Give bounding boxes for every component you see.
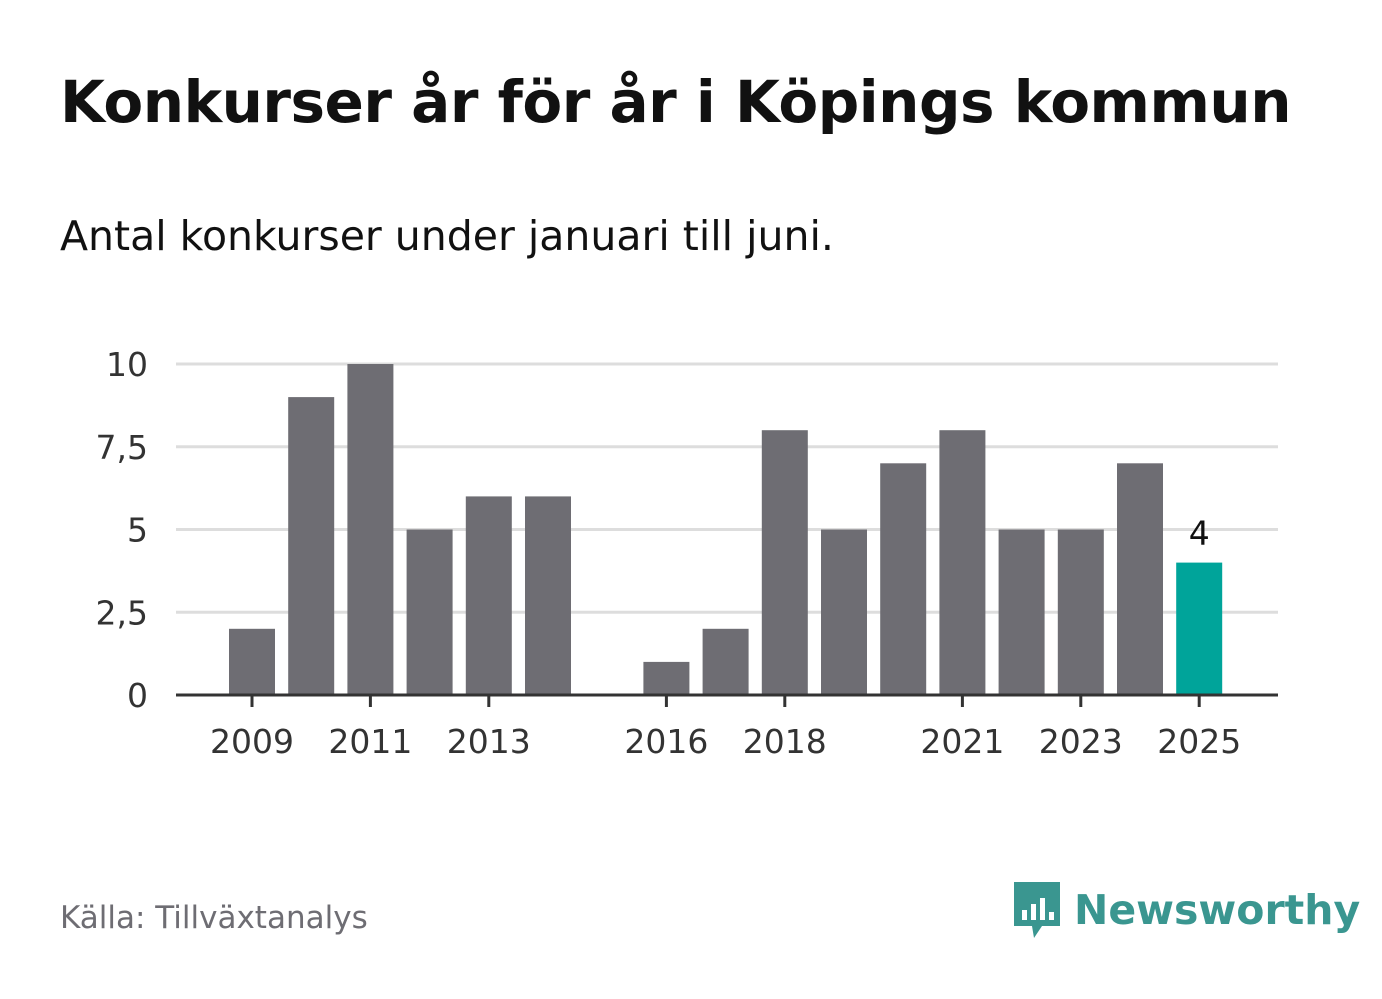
x-tick-label: 2023 xyxy=(1039,722,1123,761)
x-tick-label: 2016 xyxy=(624,722,708,761)
y-tick-label: 7,5 xyxy=(96,428,148,467)
y-tick-label: 0 xyxy=(127,676,148,715)
bar-2019 xyxy=(821,529,867,695)
data-label: 4 xyxy=(1189,514,1210,553)
x-tick-label: 2011 xyxy=(328,722,412,761)
x-tick-label: 2009 xyxy=(210,722,294,761)
y-tick-label: 5 xyxy=(127,511,148,550)
bar-2012 xyxy=(406,529,453,695)
bar-2021 xyxy=(939,430,986,695)
bar-2016 xyxy=(643,661,690,695)
bar-2009 xyxy=(229,628,275,695)
bar-chart: 0 2,5 5 7,5 10 4 2009 2011 2013 2016 2018 2021 2023 2… xyxy=(96,345,1278,761)
bar-2020 xyxy=(880,463,927,695)
brand-name: Newsworthy xyxy=(1074,886,1361,934)
bar-2010 xyxy=(288,397,335,695)
bar-2023 xyxy=(1057,529,1104,695)
bar-chart-speech-bubble-icon xyxy=(1014,882,1060,938)
newsworthy-logo: Newsworthy xyxy=(1010,878,1360,942)
y-tick-label: 10 xyxy=(106,345,148,384)
chart-title: Konkurser år för år i Köpings kommun xyxy=(60,68,1292,136)
bar-2013 xyxy=(465,496,512,695)
y-tick-label: 2,5 xyxy=(96,593,148,632)
x-tick-label: 2021 xyxy=(920,722,1004,761)
x-tick-label: 2025 xyxy=(1157,722,1241,761)
bar-2025 xyxy=(1176,562,1223,695)
x-tick-label: 2018 xyxy=(743,722,827,761)
bar-2018 xyxy=(761,430,808,695)
bar-2014 xyxy=(525,496,571,695)
bar-2022 xyxy=(998,529,1045,695)
bar-2024 xyxy=(1117,463,1163,695)
source-note: Källa: Tillväxtanalys xyxy=(60,900,368,936)
x-tick-label: 2013 xyxy=(447,722,531,761)
bar-2017 xyxy=(702,628,749,695)
bar-2011 xyxy=(347,364,394,695)
chart-subtitle: Antal konkurser under januari till juni. xyxy=(60,212,834,260)
